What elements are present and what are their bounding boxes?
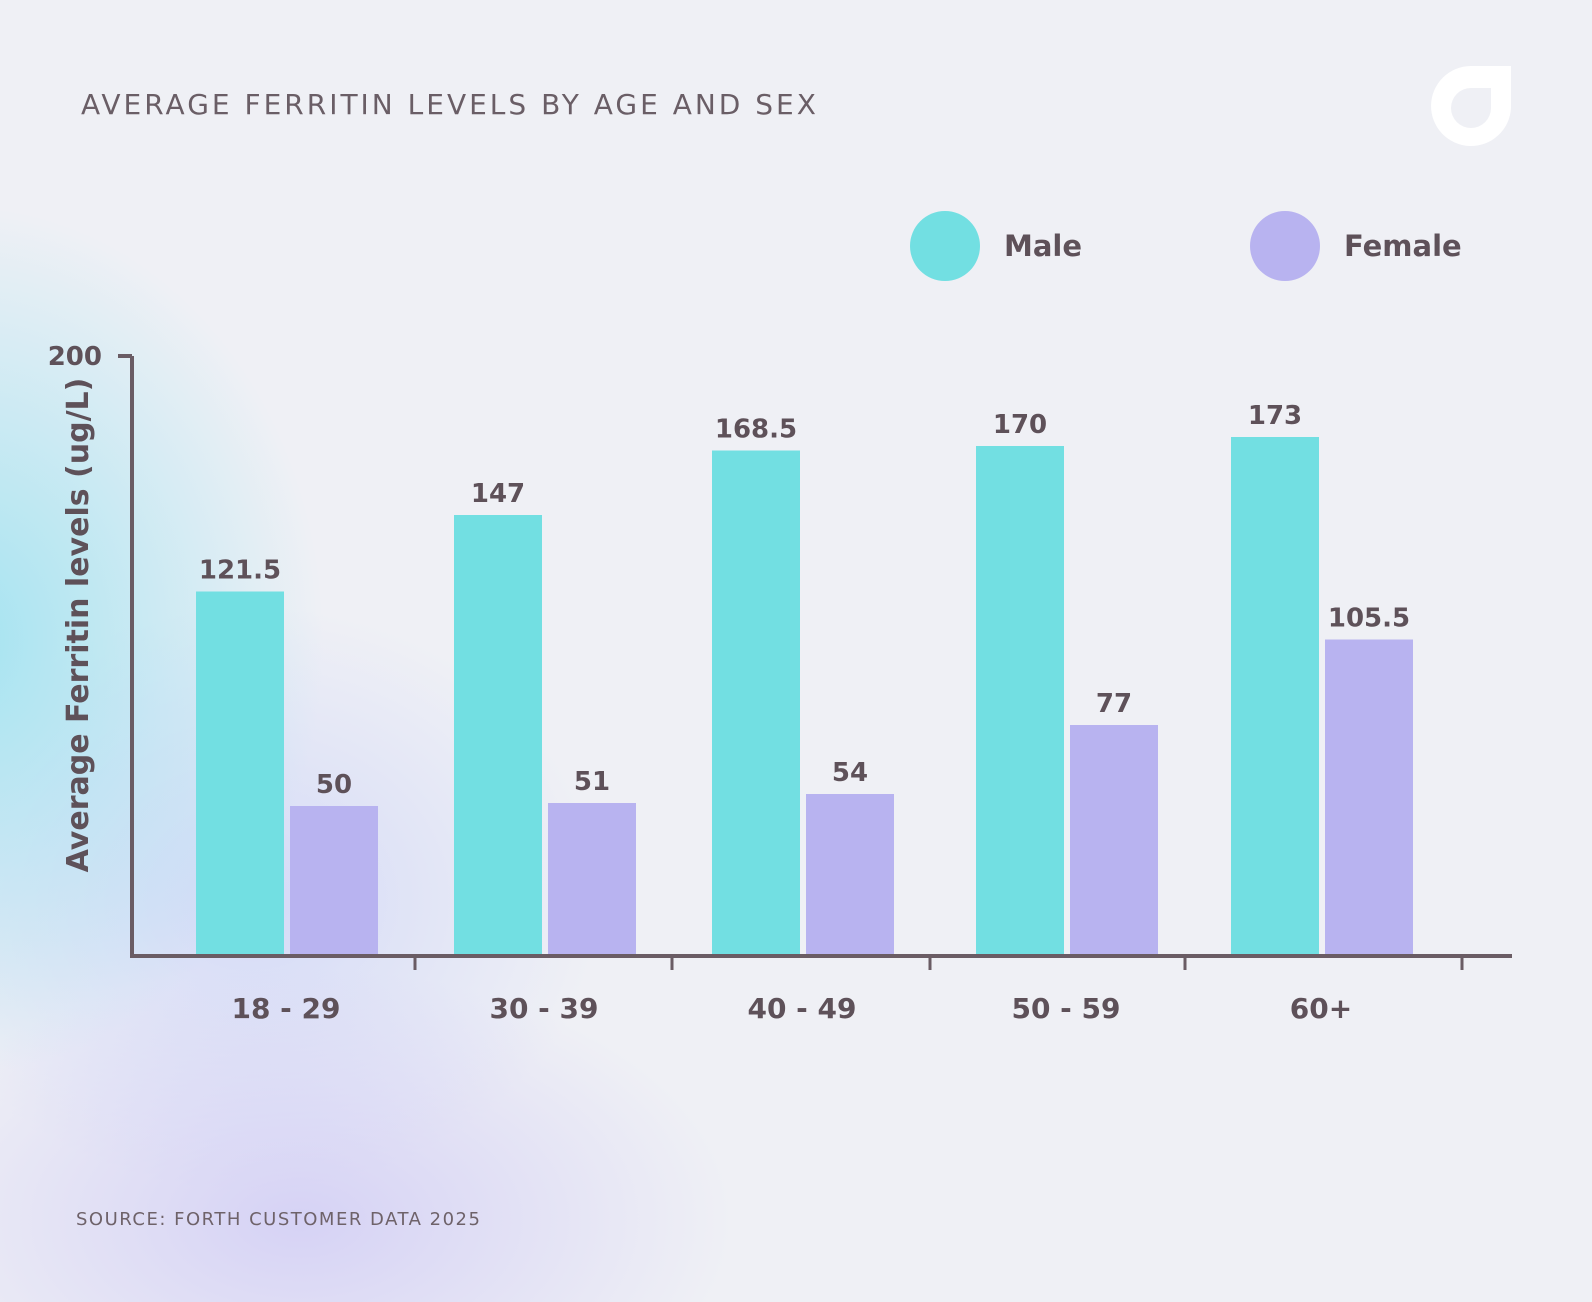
bar-female-3 — [806, 794, 894, 956]
x-tick-label-4: 50 - 59 — [1011, 992, 1120, 1025]
legend-swatch-male — [910, 211, 980, 281]
value-label-male-2: 147 — [471, 479, 525, 509]
legend-item-male: Male — [910, 211, 1082, 281]
legend-item-female: Female — [1250, 211, 1462, 281]
bar-male-4 — [976, 446, 1064, 956]
value-label-male-3: 168.5 — [715, 415, 797, 445]
bar-male-2 — [454, 515, 542, 956]
value-label-female-4: 77 — [1096, 689, 1132, 719]
forth-logo-icon — [1431, 66, 1511, 146]
x-tick-label-1: 18 - 29 — [231, 992, 340, 1025]
x-tick-label-5: 60+ — [1290, 992, 1352, 1025]
bar-female-5 — [1325, 639, 1413, 956]
bar-female-4 — [1070, 725, 1158, 956]
legend-label-female: Female — [1344, 229, 1462, 263]
x-tick-label-2: 30 - 39 — [489, 992, 598, 1025]
value-label-female-3: 54 — [832, 758, 868, 788]
bar-female-2 — [548, 803, 636, 956]
bar-female-1 — [290, 806, 378, 956]
value-label-female-1: 50 — [316, 770, 352, 800]
y-tick-label-200: 200 — [48, 342, 102, 372]
value-label-female-2: 51 — [574, 767, 610, 797]
value-label-male-4: 170 — [993, 410, 1047, 440]
legend-label-male: Male — [1004, 229, 1083, 263]
legend-swatch-female — [1250, 211, 1320, 281]
value-label-male-1: 121.5 — [199, 556, 281, 586]
bar-male-3 — [712, 450, 800, 956]
bar-male-1 — [196, 591, 284, 956]
value-label-male-5: 173 — [1248, 401, 1302, 431]
x-tick-label-3: 40 - 49 — [747, 992, 856, 1025]
bar-male-5 — [1231, 437, 1319, 956]
source-note: SOURCE: FORTH CUSTOMER DATA 2025 — [76, 1209, 482, 1230]
value-label-female-5: 105.5 — [1328, 604, 1410, 634]
chart-title: AVERAGE FERRITIN LEVELS BY AGE AND SEX — [81, 88, 819, 121]
y-axis-title: Average Ferritin levels (ug/L) — [61, 378, 96, 873]
